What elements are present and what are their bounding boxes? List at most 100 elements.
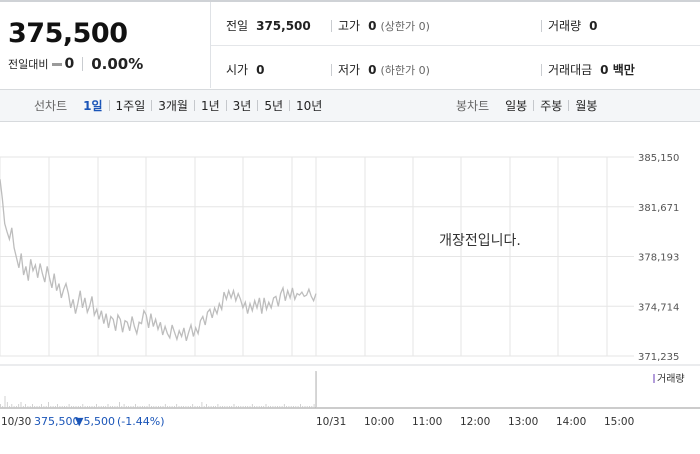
tab-divider — [225, 100, 227, 111]
tab-weekly[interactable]: 주봉 — [540, 99, 563, 113]
volume-bar — [201, 402, 203, 408]
volume-bar — [210, 406, 212, 408]
stat-value: 0 — [256, 62, 265, 77]
stat-limit: (하한가 0) — [380, 63, 430, 77]
volume-bar — [274, 406, 276, 408]
volume-bar — [87, 406, 88, 408]
change-label: 전일대비 — [8, 58, 49, 71]
tab-1y[interactable]: 1년 — [200, 99, 220, 113]
volume-bar — [132, 406, 134, 408]
volume-bar — [114, 406, 116, 408]
volume-bar — [249, 406, 251, 408]
volume-bar — [84, 406, 86, 408]
volume-bar — [109, 406, 111, 408]
volume-bar — [265, 404, 267, 408]
volume-bar — [290, 406, 292, 408]
divider — [541, 19, 542, 32]
volume-bar — [100, 406, 102, 408]
x-tick-label: 15:00 — [604, 416, 634, 428]
volume-bar — [293, 406, 294, 408]
volume-bar — [167, 406, 168, 408]
summary-change-pct: (-1.44%) — [117, 415, 165, 428]
chart-tab-bar: 선차트 1일 1주일 3개월 1년 3년 5년 10년 봉차트 일봉 주봉 월봉 — [0, 89, 700, 122]
volume-bar — [196, 406, 198, 408]
volume-bar — [20, 402, 22, 408]
volume-bar — [160, 406, 162, 408]
volume-bar — [93, 406, 95, 408]
top-border — [0, 0, 700, 2]
tab-daily[interactable]: 일봉 — [505, 99, 528, 113]
intraday-chart: 385,150 381,671 378,193 374,714 371,235 10/3… — [0, 121, 700, 450]
volume-bar — [286, 406, 287, 408]
volume-bar — [183, 406, 184, 408]
stat-value: 0 — [368, 62, 377, 77]
volume-bar — [155, 406, 157, 408]
volume-bar — [187, 406, 189, 408]
volume-bar — [9, 406, 10, 408]
tab-5y[interactable]: 5년 — [264, 99, 284, 113]
price-line — [0, 179, 317, 342]
volume-bar — [288, 406, 290, 408]
volume-bar — [36, 406, 38, 408]
y-tick-label: 374,714 — [638, 302, 679, 313]
tab-divider — [568, 100, 570, 111]
line-chart-title: 선차트 — [34, 99, 68, 113]
volume-bar — [0, 404, 1, 408]
stat-amount: 거래대금 0 백만 — [541, 61, 635, 78]
stat-label: 저가 — [338, 63, 361, 77]
tab-monthly[interactable]: 월봉 — [575, 99, 598, 113]
volume-bar — [267, 406, 269, 408]
tab-3m[interactable]: 3개월 — [158, 99, 188, 113]
volume-bar — [158, 406, 159, 408]
tab-1w[interactable]: 1주일 — [115, 99, 146, 113]
volume-bar — [80, 406, 81, 408]
price-chart-svg: 385,150 381,671 378,193 374,714 371,235 10/3… — [0, 153, 700, 428]
volume-bar — [98, 406, 100, 408]
volume-bar — [16, 406, 17, 408]
candle-chart-tabs: 봉차트 일봉 주봉 월봉 — [456, 90, 603, 121]
volume-bar — [96, 404, 97, 408]
volume-bar — [71, 406, 72, 408]
volume-bar — [245, 406, 246, 408]
volume-bar — [215, 406, 216, 408]
volume-bar — [254, 406, 255, 408]
volume-bar — [174, 406, 175, 408]
volume-bar — [68, 404, 70, 408]
y-tick-label: 385,150 — [638, 153, 679, 164]
volume-bar — [238, 406, 239, 408]
volume-bar — [38, 406, 40, 408]
volume-bar — [45, 406, 47, 408]
volume-bar — [103, 406, 104, 408]
stat-low: 저가 0 (하한가 0) — [331, 61, 430, 78]
volume-bar — [82, 404, 84, 408]
tab-1d[interactable]: 1일 — [83, 99, 103, 113]
stat-value: 0 — [368, 18, 377, 33]
tab-3y[interactable]: 3년 — [232, 99, 252, 113]
volume-bar — [139, 406, 141, 408]
tab-10y[interactable]: 10년 — [296, 99, 323, 113]
stat-volume: 거래량 0 — [541, 17, 597, 34]
volume-bar — [2, 406, 4, 408]
tab-divider — [193, 100, 195, 111]
volume-bar — [146, 406, 148, 408]
volume-legend: 거래량 — [657, 373, 685, 385]
volume-bar — [242, 406, 244, 408]
market-notice: 개장전입니다. — [439, 233, 521, 249]
volume-bar — [208, 406, 210, 408]
volume-bar — [57, 404, 58, 408]
volume-bar — [231, 406, 233, 408]
flat-icon — [52, 62, 63, 66]
chart-grid — [0, 156, 700, 409]
volume-bar — [66, 406, 68, 408]
stats-divider — [211, 45, 700, 46]
summary-close: 375,500 — [34, 415, 80, 428]
volume-bar — [50, 406, 52, 408]
x-tick-label: 10/31 — [316, 416, 346, 428]
change-percent: 0.00% — [91, 55, 144, 73]
volume-bar — [164, 404, 166, 408]
x-tick-label: 10:00 — [364, 416, 394, 428]
volume-bar — [32, 404, 33, 408]
volume-bar — [251, 404, 253, 408]
volume-bar — [22, 406, 24, 408]
current-price: 375,500 — [8, 18, 128, 49]
